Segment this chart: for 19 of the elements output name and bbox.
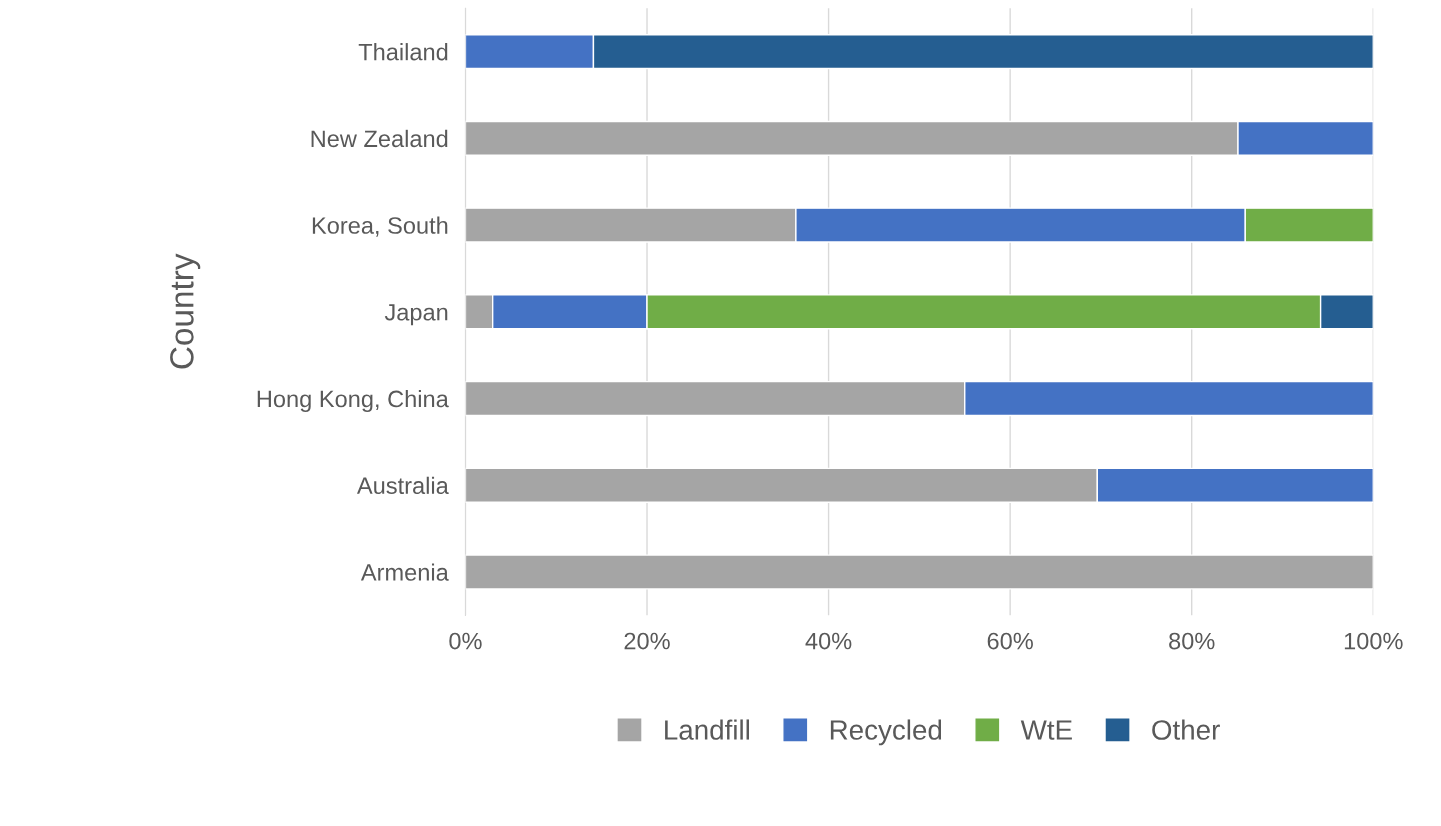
y-axis-title: Country: [170, 253, 201, 369]
y-tick-label: Korea, South: [312, 216, 448, 237]
x-tick-label: 60%: [987, 632, 1033, 650]
y-tick-label: Japan: [384, 304, 448, 326]
x-tick-label: 40%: [805, 632, 852, 650]
y-tick-label: Australia: [356, 476, 449, 495]
y-tick-label: Armenia: [360, 563, 449, 581]
legend-label: Other: [1152, 719, 1220, 740]
x-tick-label: 0%: [449, 632, 482, 650]
legend-label: Landfill: [665, 719, 749, 740]
y-tick-label: New Zealand: [311, 129, 448, 148]
legend-label: WtE: [1020, 720, 1072, 740]
x-tick-label: 80%: [1169, 632, 1215, 650]
legend-label: Recycled: [830, 719, 942, 746]
x-tick-label: 20%: [624, 632, 670, 650]
y-tick-label: Thailand: [358, 43, 448, 61]
y-tick-label: Hong Kong, China: [257, 389, 449, 412]
bar: [465, 554, 1374, 590]
x-tick-label: 100%: [1344, 632, 1403, 650]
